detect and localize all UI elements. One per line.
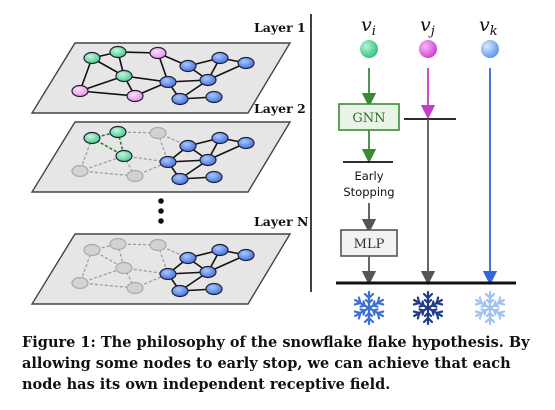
node-label-vk: vk [479, 14, 498, 39]
snowflake-hypothesis-diagram: Layer 1 Layer 2 Layer N vi vj vk GNN Ear… [30, 14, 516, 330]
layer-1-plane [30, 42, 292, 114]
early-stopping-label-2: Stopping [343, 185, 394, 199]
node-label-vj: vj [420, 14, 435, 39]
ellipsis-dots [158, 198, 164, 224]
early-stopping-label-1: Early [354, 169, 383, 183]
node-vj [419, 40, 437, 58]
mlp-label: MLP [354, 237, 385, 252]
figure-caption: Figure 1: The philosophy of the snowflak… [22, 334, 530, 393]
layer-n-plane [30, 233, 292, 305]
snowflake-icon-navy [414, 292, 442, 324]
snowflake-icon-light [476, 292, 504, 324]
node-vk [481, 40, 499, 58]
mlp-box [340, 229, 398, 257]
gnn-label: GNN [352, 111, 385, 126]
node-label-vi: vi [361, 14, 376, 39]
layer-2-label: Layer 2 [254, 101, 306, 116]
snowflake-icon-blue [355, 292, 383, 324]
layer-1-label: Layer 1 [254, 20, 306, 35]
layer-n-label: Layer N [254, 214, 308, 229]
node-vi [360, 40, 378, 58]
layer-2-plane [30, 121, 292, 193]
